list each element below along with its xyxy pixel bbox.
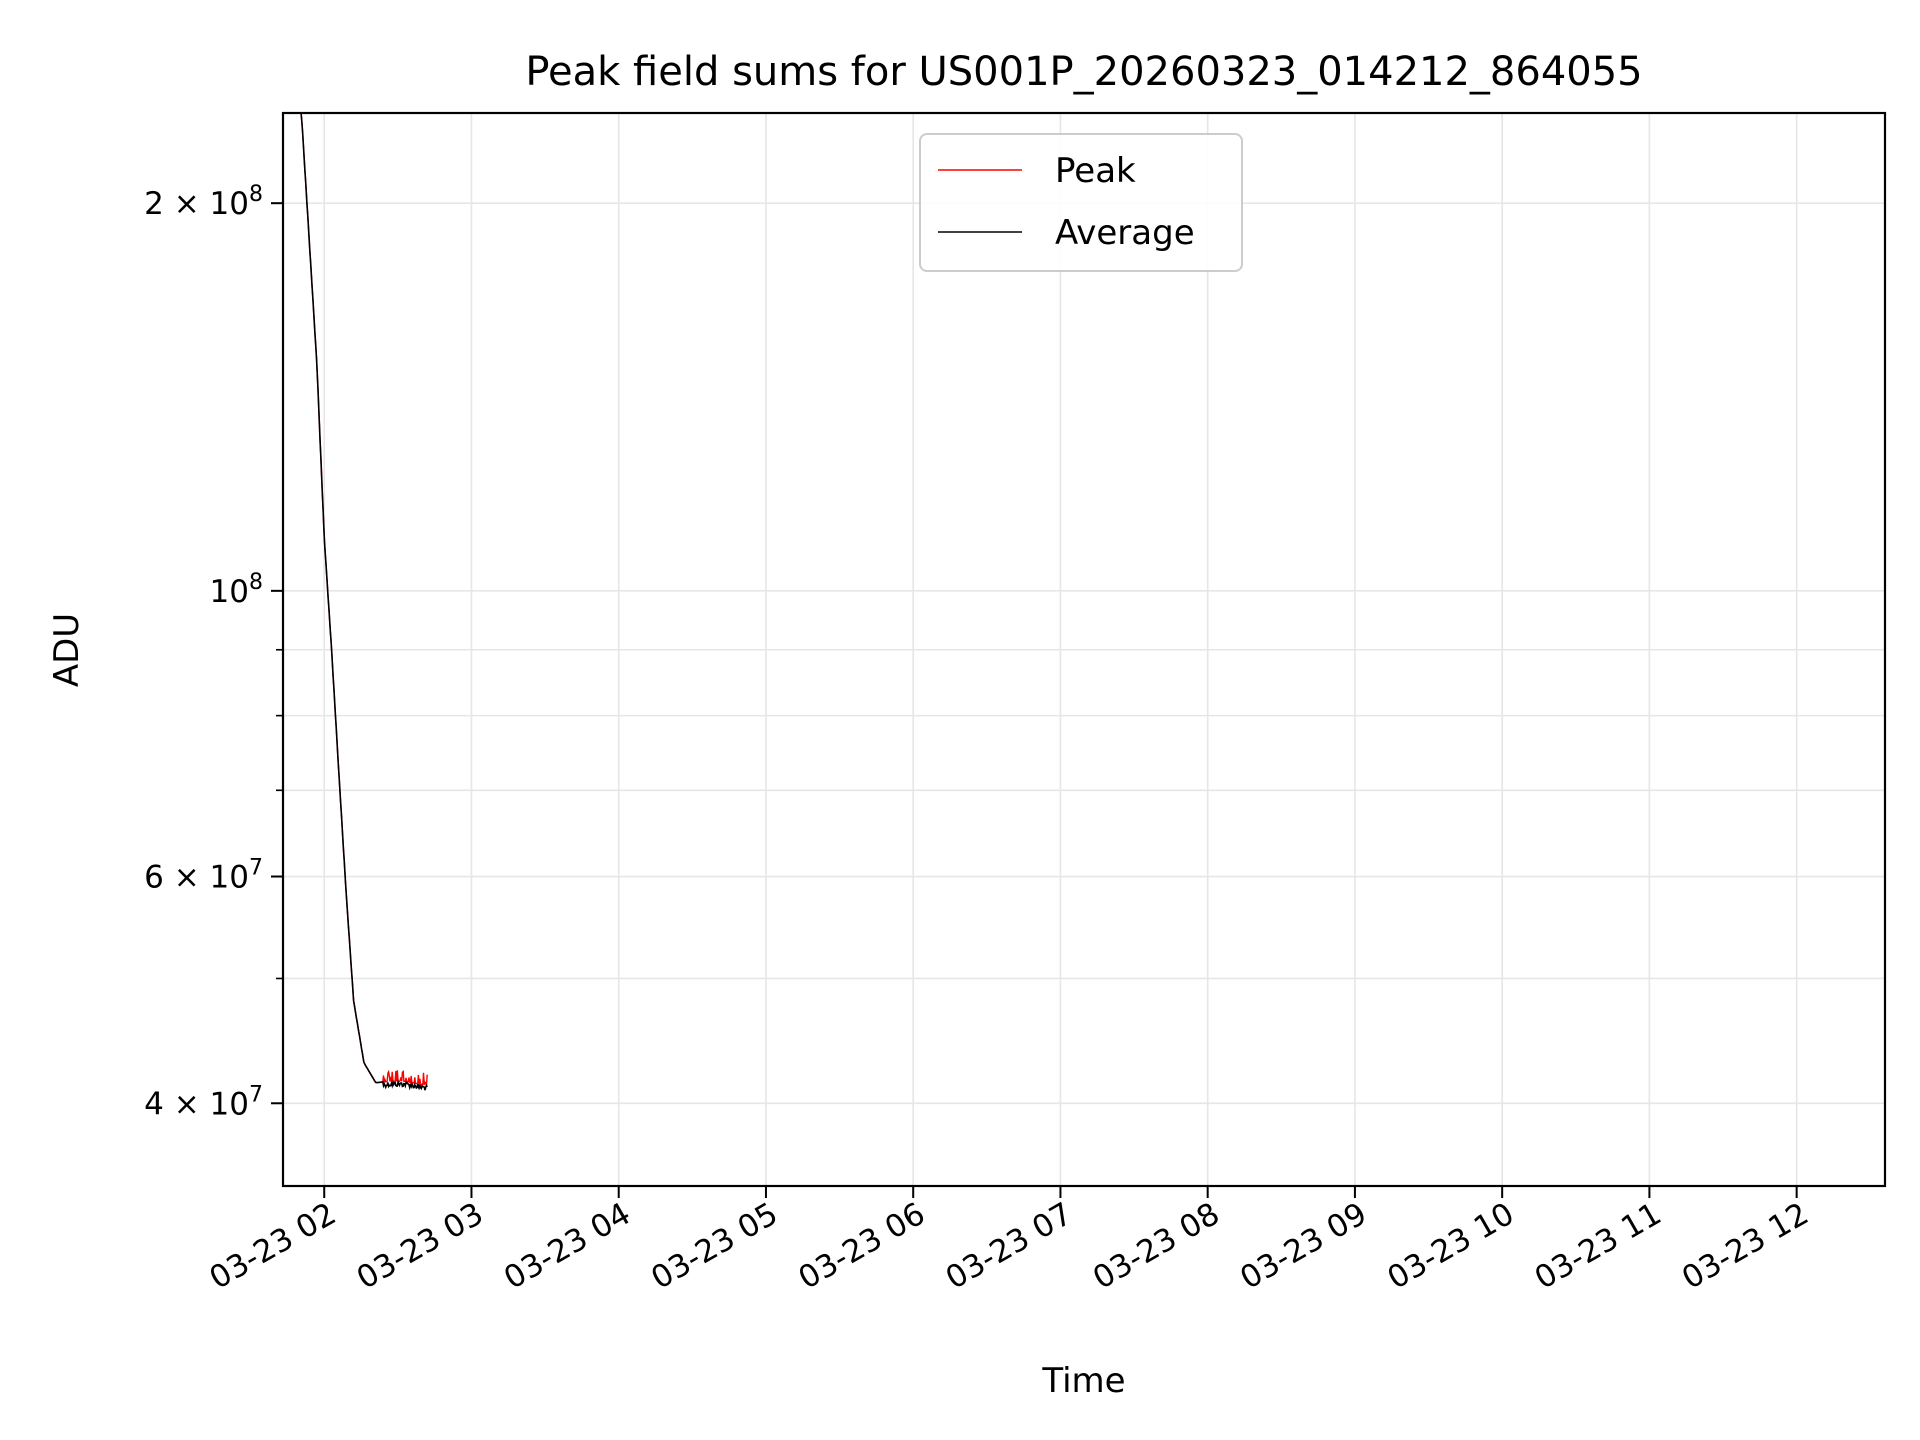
x-axis-label: Time xyxy=(1041,1361,1125,1401)
y-axis-label: ADU xyxy=(47,613,87,687)
y-tick-label: 6 × 107 xyxy=(144,856,263,896)
average-line xyxy=(300,113,428,1091)
legend-average-label: Average xyxy=(1055,213,1195,253)
chart-title: Peak field sums for US001P_20260323_0142… xyxy=(525,49,1642,95)
y-tick-label: 108 xyxy=(210,570,263,610)
y-tick-label: 2 × 108 xyxy=(144,182,263,222)
series-layer xyxy=(300,113,428,1091)
legend: Peak Average xyxy=(919,133,1243,272)
average-series xyxy=(300,113,428,1091)
y-tick-label: 4 × 107 xyxy=(144,1082,263,1122)
legend-peak-label: Peak xyxy=(1055,151,1136,191)
legend-frame xyxy=(919,133,1243,272)
